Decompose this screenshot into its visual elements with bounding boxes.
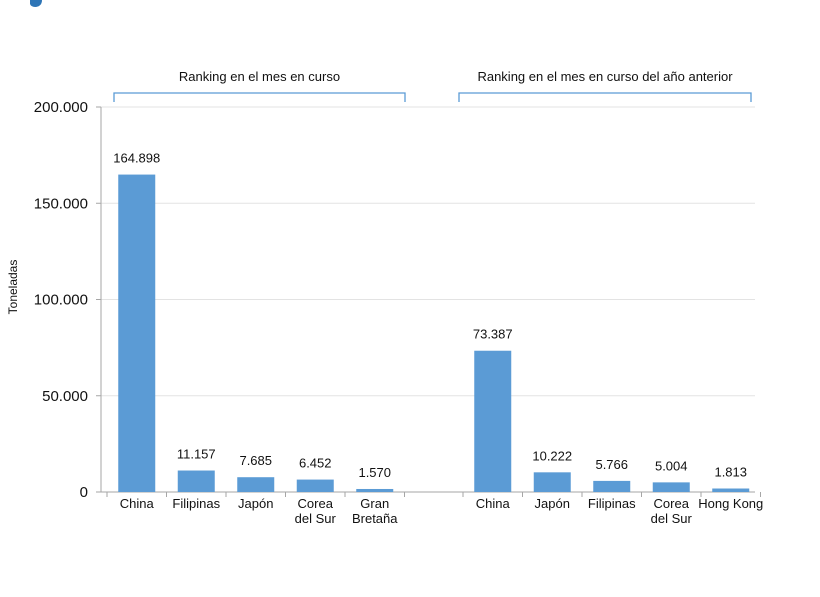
bar [118, 174, 156, 492]
data-label: 1.813 [714, 465, 747, 480]
bar [593, 480, 631, 492]
category-label: Corea del Sur [295, 496, 337, 526]
category-label: Corea del Sur [651, 496, 693, 526]
y-axis-label: Toneladas [6, 260, 20, 315]
data-label: 6.452 [299, 456, 332, 471]
group-title: Ranking en el mes en curso del año anter… [477, 69, 733, 84]
bar [474, 350, 512, 492]
bar [712, 488, 750, 492]
y-tick-label: 0 [80, 484, 88, 501]
data-label: 5.004 [655, 458, 688, 473]
bars [118, 174, 750, 492]
bar [177, 470, 215, 492]
bar [237, 477, 275, 492]
category-label: Japón [535, 496, 570, 511]
data-label: 164.898 [113, 151, 160, 166]
group-bracket [458, 92, 752, 102]
y-tick-label: 50.000 [42, 388, 88, 405]
group-title: Ranking en el mes en curso [179, 69, 340, 84]
category-label: Japón [238, 496, 273, 511]
category-label: Hong Kong [698, 496, 763, 511]
bar [652, 482, 690, 492]
group-bracket [113, 92, 406, 102]
axes [96, 92, 761, 497]
category-label: China [120, 496, 155, 511]
data-label: 73.387 [473, 327, 513, 342]
category-label: Filipinas [172, 496, 220, 511]
category-label: Gran Bretaña [352, 496, 398, 526]
category-label: China [476, 496, 511, 511]
y-tick-label: 150.000 [34, 195, 88, 212]
data-label: 7.685 [239, 453, 272, 468]
y-tick-label: 100.000 [34, 292, 88, 309]
category-label: Filipinas [588, 496, 636, 511]
bar [533, 472, 571, 492]
labels: 0 50.000 100.000 150.000 200.000 Ranking en e… [34, 69, 764, 526]
data-label: 11.157 [177, 447, 216, 462]
y-tick-label: 200.000 [34, 99, 88, 116]
logo-fragment-icon [30, 0, 42, 7]
data-label: 10.222 [532, 448, 572, 463]
bar [356, 488, 394, 492]
data-label: 1.570 [358, 465, 391, 480]
bar [296, 479, 334, 492]
gridlines [101, 106, 755, 397]
data-label: 5.766 [595, 457, 628, 472]
